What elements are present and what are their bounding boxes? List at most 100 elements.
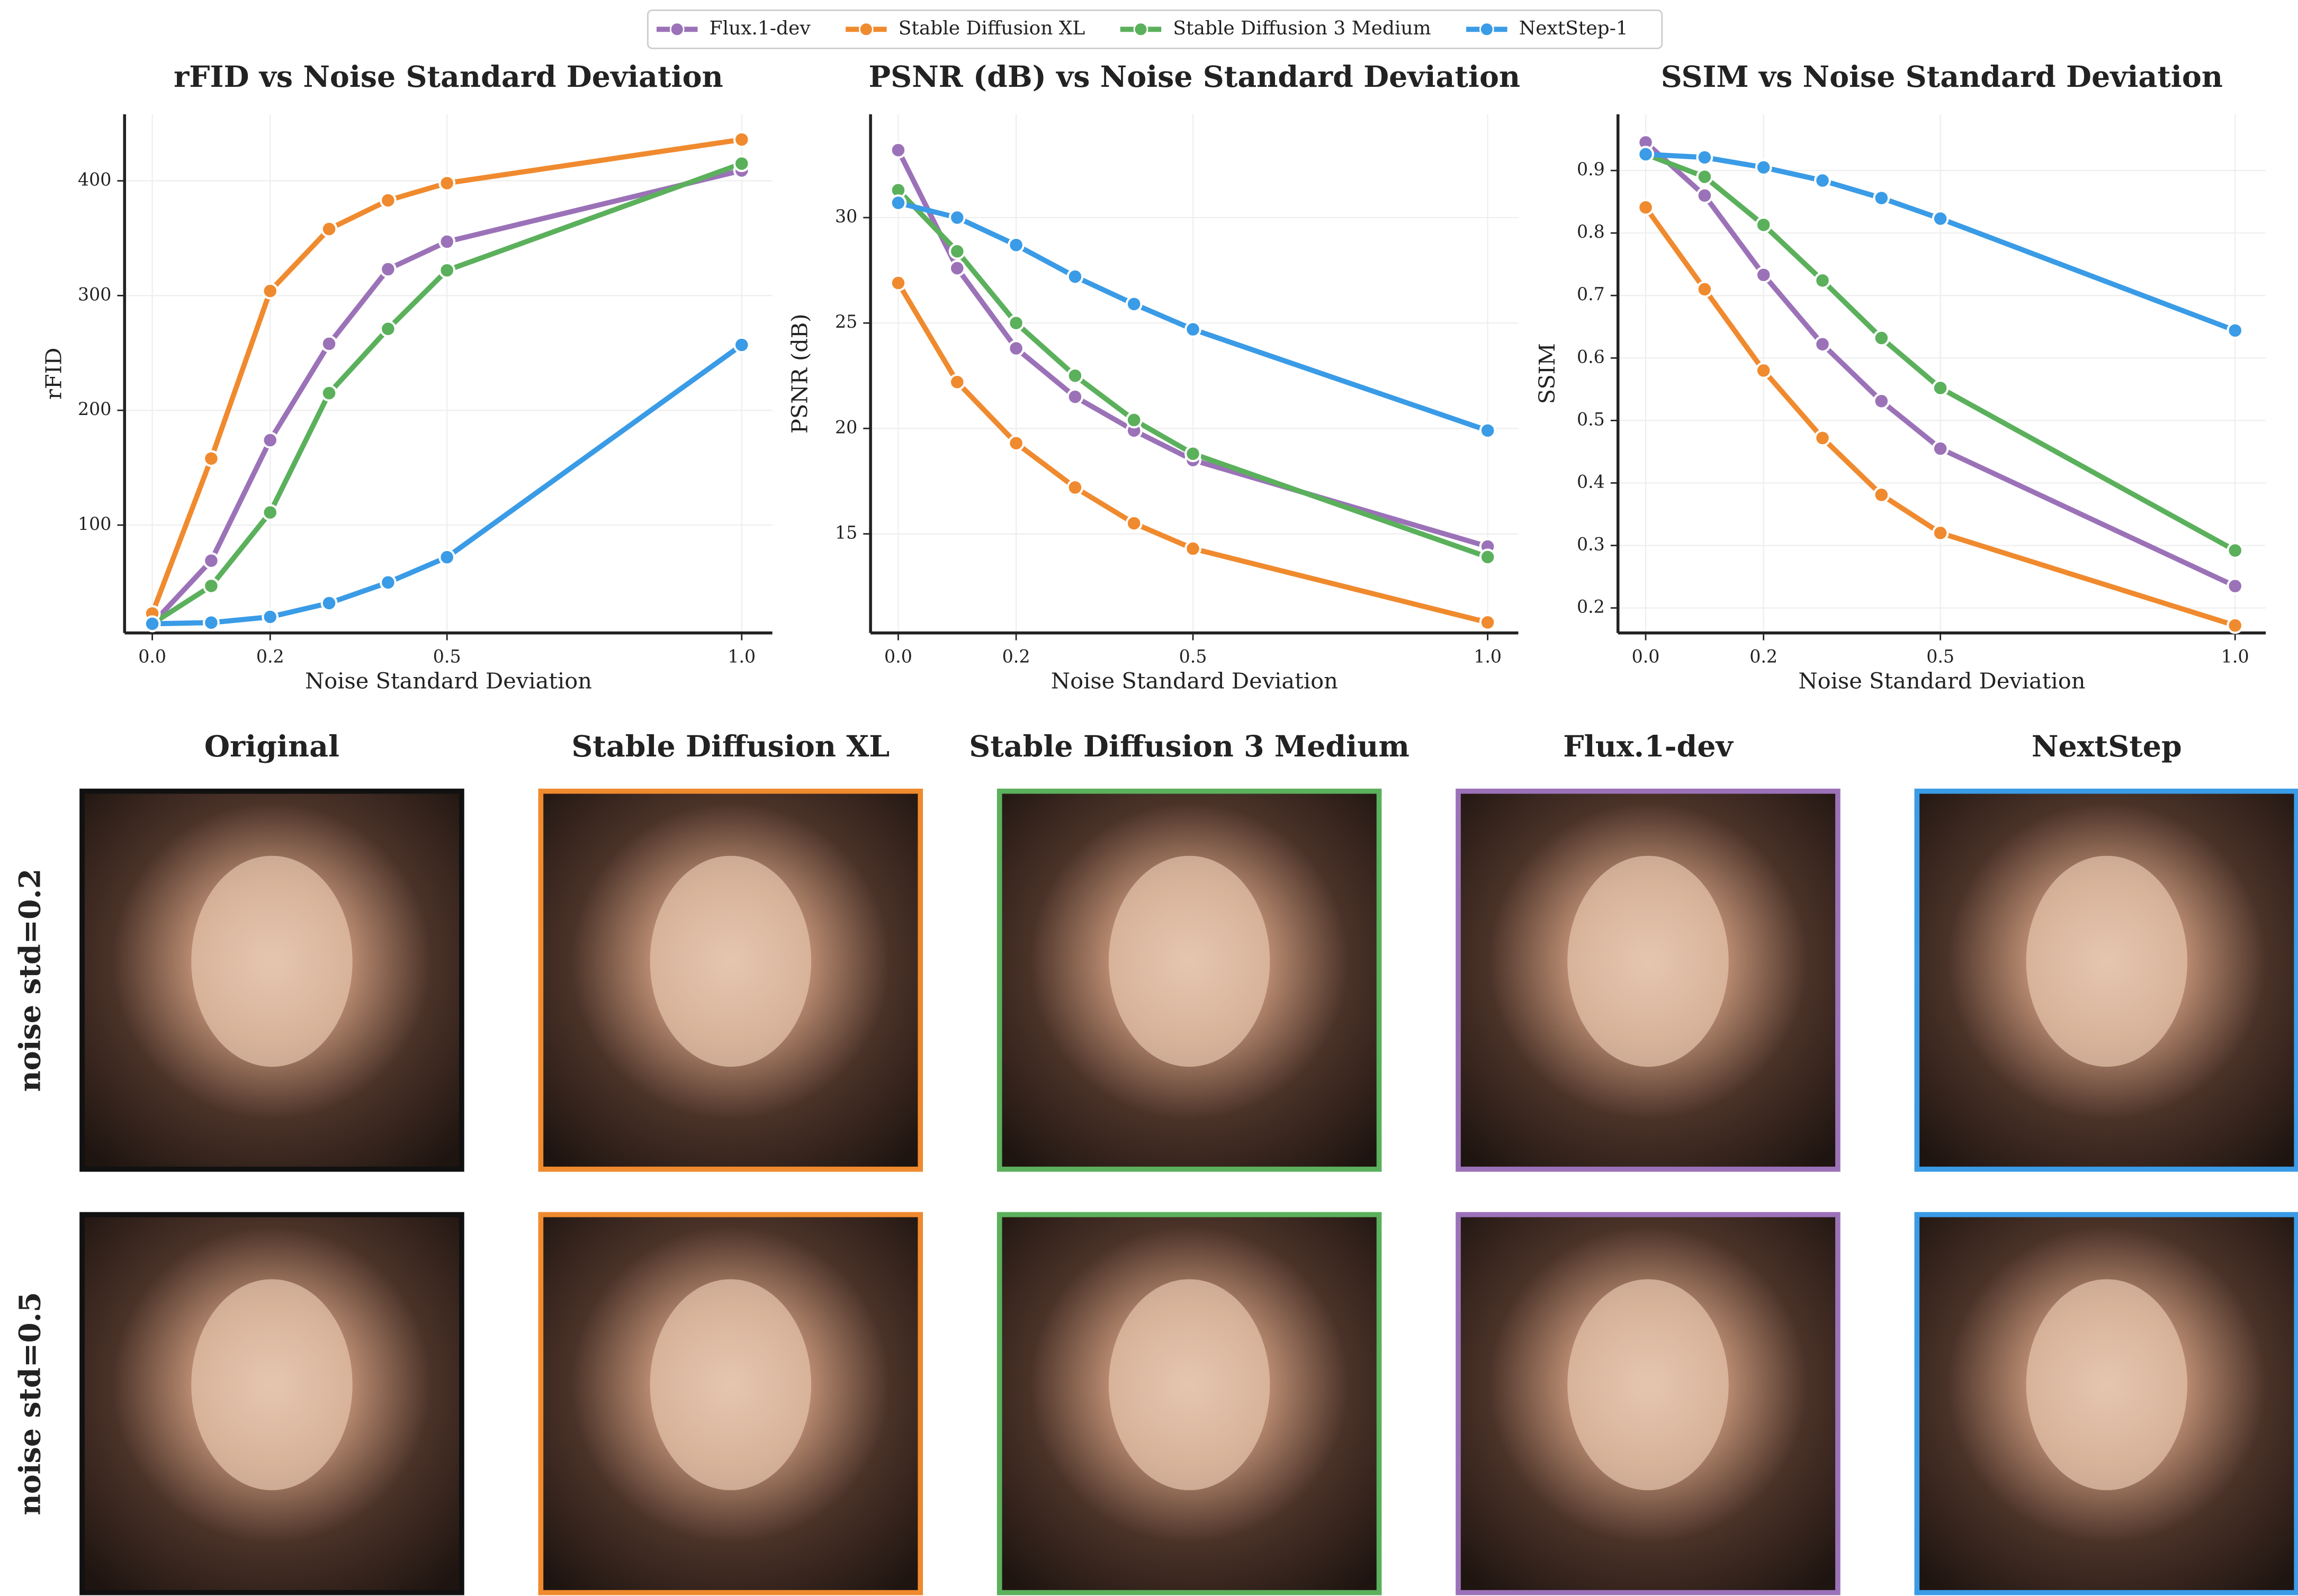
- data-point: [733, 131, 750, 148]
- data-point: [948, 209, 966, 226]
- data-point: [1696, 187, 1713, 204]
- image-frame: [997, 788, 1382, 1172]
- x-tick-label: 0.2: [1749, 646, 1778, 667]
- image-face: [2026, 855, 2188, 1067]
- data-point: [1479, 614, 1496, 631]
- data-point: [1637, 199, 1654, 216]
- x-tick-label: 0.0: [884, 646, 912, 667]
- y-tick-label: 0.8: [1577, 221, 1605, 242]
- x-tick-label: 0.5: [1926, 646, 1954, 667]
- data-point: [1125, 411, 1143, 429]
- data-point: [1932, 440, 1949, 457]
- image-face: [1108, 1279, 1270, 1491]
- column-title: Stable Diffusion XL: [571, 729, 890, 764]
- data-point: [1755, 362, 1772, 379]
- y-tick-label: 0.6: [1577, 346, 1605, 367]
- legend-marker: [1133, 22, 1148, 37]
- data-point: [2227, 542, 2244, 559]
- data-point: [1814, 336, 1831, 353]
- data-point: [1066, 479, 1084, 496]
- x-tick-label: 0.0: [138, 646, 166, 667]
- image-frame: [997, 1212, 1382, 1595]
- image-face: [1108, 855, 1270, 1067]
- data-point: [379, 260, 397, 278]
- data-point: [1008, 236, 1025, 254]
- data-point: [2227, 322, 2244, 339]
- y-axis-label: rFID: [41, 348, 67, 400]
- data-point: [143, 615, 161, 633]
- data-point: [320, 594, 338, 612]
- data-point: [438, 175, 456, 192]
- data-point: [1066, 367, 1084, 384]
- image-face: [650, 855, 812, 1067]
- y-tick-label: 400: [78, 169, 111, 190]
- y-tick-label: 0.2: [1577, 596, 1605, 617]
- data-point: [1814, 172, 1831, 189]
- data-point: [948, 373, 966, 391]
- data-point: [1184, 540, 1201, 557]
- x-tick-label: 0.0: [1632, 646, 1660, 667]
- image-frame: [538, 1212, 923, 1595]
- data-point: [1125, 515, 1143, 532]
- data-point: [1066, 388, 1084, 405]
- data-point: [1873, 190, 1890, 206]
- x-axis-label: Noise Standard Deviation: [1051, 668, 1338, 693]
- y-axis-label: PSNR (dB): [787, 314, 813, 434]
- column-title: Stable Diffusion 3 Medium: [969, 729, 1410, 764]
- data-point: [1755, 159, 1772, 176]
- data-point: [948, 259, 966, 277]
- data-point: [733, 155, 750, 173]
- data-point: [1479, 422, 1496, 439]
- data-point: [1755, 266, 1772, 284]
- data-point: [438, 548, 456, 566]
- legend-label: Stable Diffusion XL: [899, 17, 1085, 39]
- y-tick-label: 300: [78, 284, 111, 304]
- data-point: [1873, 392, 1890, 410]
- x-axis-label: Noise Standard Deviation: [1798, 668, 2085, 693]
- image-frame: [1914, 1212, 2298, 1595]
- image-frame: [1456, 1212, 1841, 1595]
- x-tick-label: 0.5: [433, 646, 461, 667]
- data-point: [262, 282, 279, 300]
- data-point: [203, 614, 220, 632]
- data-point: [438, 262, 456, 279]
- y-tick-label: 0.4: [1577, 471, 1605, 492]
- column-title: Flux.1-dev: [1563, 729, 1734, 764]
- data-point: [890, 141, 907, 159]
- data-point: [1696, 168, 1713, 185]
- data-point: [890, 274, 907, 292]
- data-point: [1008, 340, 1025, 357]
- data-point: [1008, 435, 1025, 452]
- row-label: noise std=0.5: [13, 1292, 48, 1516]
- image-frame: [1456, 788, 1841, 1172]
- image-face: [1567, 855, 1729, 1067]
- data-point: [1814, 429, 1831, 447]
- image-face: [1567, 1279, 1729, 1491]
- data-point: [1873, 486, 1890, 503]
- data-point: [320, 384, 338, 402]
- legend-label: NextStep-1: [1519, 17, 1628, 39]
- legend-marker: [1479, 22, 1494, 37]
- y-tick-label: 0.9: [1577, 159, 1605, 179]
- x-tick-label: 0.2: [1002, 646, 1030, 667]
- data-point: [379, 320, 397, 338]
- image-frame: [79, 788, 464, 1172]
- data-point: [1696, 281, 1713, 298]
- data-point: [203, 577, 220, 594]
- image-frame: [1914, 788, 2298, 1172]
- y-axis-label: SSIM: [1534, 343, 1560, 404]
- y-tick-label: 30: [835, 206, 857, 227]
- legend-label: Stable Diffusion 3 Medium: [1173, 17, 1431, 39]
- image-face: [650, 1279, 812, 1491]
- y-tick-label: 20: [835, 417, 857, 437]
- x-tick-label: 1.0: [1474, 646, 1502, 667]
- data-point: [262, 608, 279, 626]
- x-tick-label: 1.0: [728, 646, 756, 667]
- data-point: [1637, 146, 1654, 163]
- data-point: [1755, 216, 1772, 233]
- data-point: [203, 450, 220, 467]
- data-point: [2227, 617, 2244, 634]
- x-tick-label: 0.2: [256, 646, 284, 667]
- legend-label: Flux.1-dev: [710, 17, 811, 39]
- image-frame: [79, 1212, 464, 1595]
